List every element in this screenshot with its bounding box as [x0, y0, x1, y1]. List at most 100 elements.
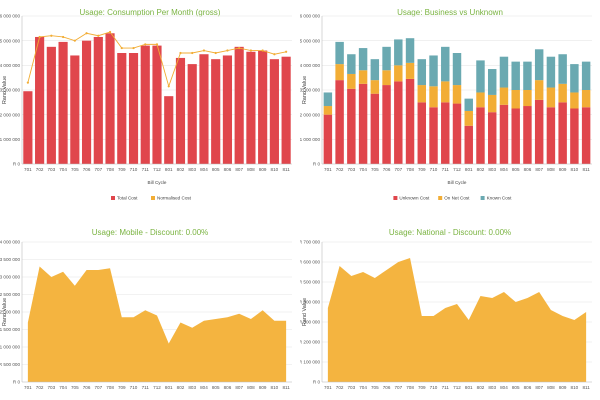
- bar-segment-on-net-cost: [405, 62, 415, 79]
- bar-total-cost: [211, 59, 221, 164]
- bar-segment-known-cost: [429, 55, 438, 87]
- bar-segment-on-net-cost: [499, 87, 509, 105]
- bar-segment-known-cost: [487, 69, 497, 95]
- bar-segment-unknown-cost: [405, 78, 415, 164]
- bar-segment-unknown-cost: [382, 85, 391, 164]
- bar-segment-known-cost: [358, 48, 368, 71]
- bar-segment-on-net-cost: [581, 90, 591, 108]
- x-tick-label: 801: [165, 385, 173, 390]
- x-tick-label: 806: [224, 385, 232, 390]
- x-tick-label: 805: [512, 385, 520, 390]
- bar-segment-unknown-cost: [358, 83, 368, 164]
- chart-title: Usage: Consumption Per Month (gross): [80, 8, 221, 17]
- point-normalised-cost: [61, 35, 65, 39]
- y-tick-label: R 1 500 000: [0, 327, 20, 332]
- x-tick-label: 808: [247, 385, 255, 390]
- bar-segment-on-net-cost: [534, 80, 544, 100]
- chart-panel-national: Usage: National - Discount: 0.00% R 0 R 10…: [300, 215, 600, 400]
- national-usage-chart: Usage: National - Discount: 0.00% R 0 R 10…: [300, 228, 592, 390]
- bar-segment-known-cost: [323, 92, 333, 107]
- bar-segment-unknown-cost: [511, 108, 520, 164]
- x-tick-label: 703: [48, 167, 56, 172]
- bar-segment-known-cost: [464, 98, 473, 111]
- y-tick-label: R 4 000 000: [0, 63, 20, 68]
- x-tick-label: 706: [83, 167, 91, 172]
- bar-segment-on-net-cost: [394, 65, 403, 82]
- x-tick-label: 708: [106, 385, 114, 390]
- bar-total-cost: [246, 51, 256, 165]
- x-tick-label: 803: [188, 167, 196, 172]
- point-normalised-cost: [132, 46, 135, 50]
- x-tick-label: 707: [394, 167, 402, 172]
- y-tick-label: R 2 000 000: [300, 112, 320, 117]
- x-tick-label: 701: [24, 167, 32, 172]
- legend-label: Total Cost: [117, 196, 138, 201]
- bar-segment-on-net-cost: [511, 90, 520, 109]
- x-tick-label: 806: [524, 385, 532, 390]
- bar-segment-unknown-cost: [487, 112, 497, 164]
- x-tick-label: 801: [465, 385, 473, 390]
- x-tick-label: 809: [259, 385, 267, 390]
- x-tick-label: 702: [336, 385, 344, 390]
- bar-total-cost: [35, 36, 45, 164]
- y-tick-label: R 100 000: [300, 360, 320, 365]
- bar-total-cost: [175, 57, 186, 164]
- bar-total-cost: [258, 50, 268, 164]
- x-tick-label: 811: [282, 167, 290, 172]
- bar-total-cost: [23, 91, 33, 164]
- x-tick-label: 704: [59, 167, 67, 172]
- x-tick-label: 706: [383, 385, 391, 390]
- x-tick-label: 705: [371, 167, 379, 172]
- bar-segment-known-cost: [452, 53, 462, 86]
- x-tick-label: 810: [271, 167, 279, 172]
- x-tick-label: 704: [359, 385, 367, 390]
- point-normalised-cost: [285, 50, 288, 53]
- bar-segment-unknown-cost: [523, 106, 532, 164]
- y-tick-label: R 3 500 000: [0, 257, 20, 262]
- x-tick-label: 801: [165, 167, 173, 172]
- x-tick-label: 708: [106, 167, 114, 172]
- x-tick-label: 809: [559, 167, 567, 172]
- x-tick-label: 709: [118, 385, 126, 390]
- x-tick-label: 805: [512, 167, 520, 172]
- x-tick-label: 802: [177, 385, 185, 390]
- bar-segment-known-cost: [581, 61, 591, 90]
- x-tick-label: 709: [418, 385, 426, 390]
- y-tick-label: R 3 000 000: [0, 275, 20, 280]
- chart-panel-consumption: Usage: Consumption Per Month (gross) R 0 R…: [0, 0, 300, 215]
- bar-segment-known-cost: [441, 46, 450, 82]
- x-tick-label: 705: [371, 385, 379, 390]
- bar-segment-known-cost: [546, 56, 556, 88]
- bar-total-cost: [81, 40, 92, 164]
- point-normalised-cost: [202, 49, 206, 52]
- bar-segment-known-cost: [394, 39, 403, 66]
- x-tick-label: 708: [406, 385, 414, 390]
- x-tick-label: 701: [24, 385, 32, 390]
- bar-segment-unknown-cost: [441, 102, 450, 164]
- bar-total-cost: [70, 55, 80, 164]
- y-axis-label: Rand Value: [302, 298, 308, 326]
- x-tick-label: 805: [212, 167, 220, 172]
- x-tick-label: 811: [582, 167, 590, 172]
- x-tick-label: 811: [282, 385, 290, 390]
- legend-swatch: [393, 196, 398, 200]
- x-tick-label: 703: [348, 167, 356, 172]
- x-tick-label: 802: [477, 385, 485, 390]
- point-normalised-cost: [214, 51, 217, 55]
- x-tick-label: 707: [394, 385, 402, 390]
- point-normalised-cost: [191, 51, 194, 55]
- x-tick-label: 807: [535, 385, 543, 390]
- x-tick-label: 810: [271, 385, 279, 390]
- x-tick-label: 709: [418, 167, 426, 172]
- bar-segment-on-net-cost: [417, 85, 427, 103]
- y-tick-label: R 5 000 000: [300, 38, 320, 43]
- y-tick-label: R 200 000: [300, 340, 320, 345]
- bar-segment-known-cost: [558, 54, 567, 84]
- y-tick-label: R 5 000 000: [0, 38, 20, 43]
- x-tick-label: 704: [359, 167, 367, 172]
- bar-total-cost: [234, 46, 244, 165]
- y-tick-label: R 1 000 000: [0, 345, 20, 350]
- y-tick-label: R 2 500 000: [0, 292, 20, 297]
- chart-title: Usage: National - Discount: 0.00%: [389, 228, 511, 237]
- x-tick-label: 703: [348, 385, 356, 390]
